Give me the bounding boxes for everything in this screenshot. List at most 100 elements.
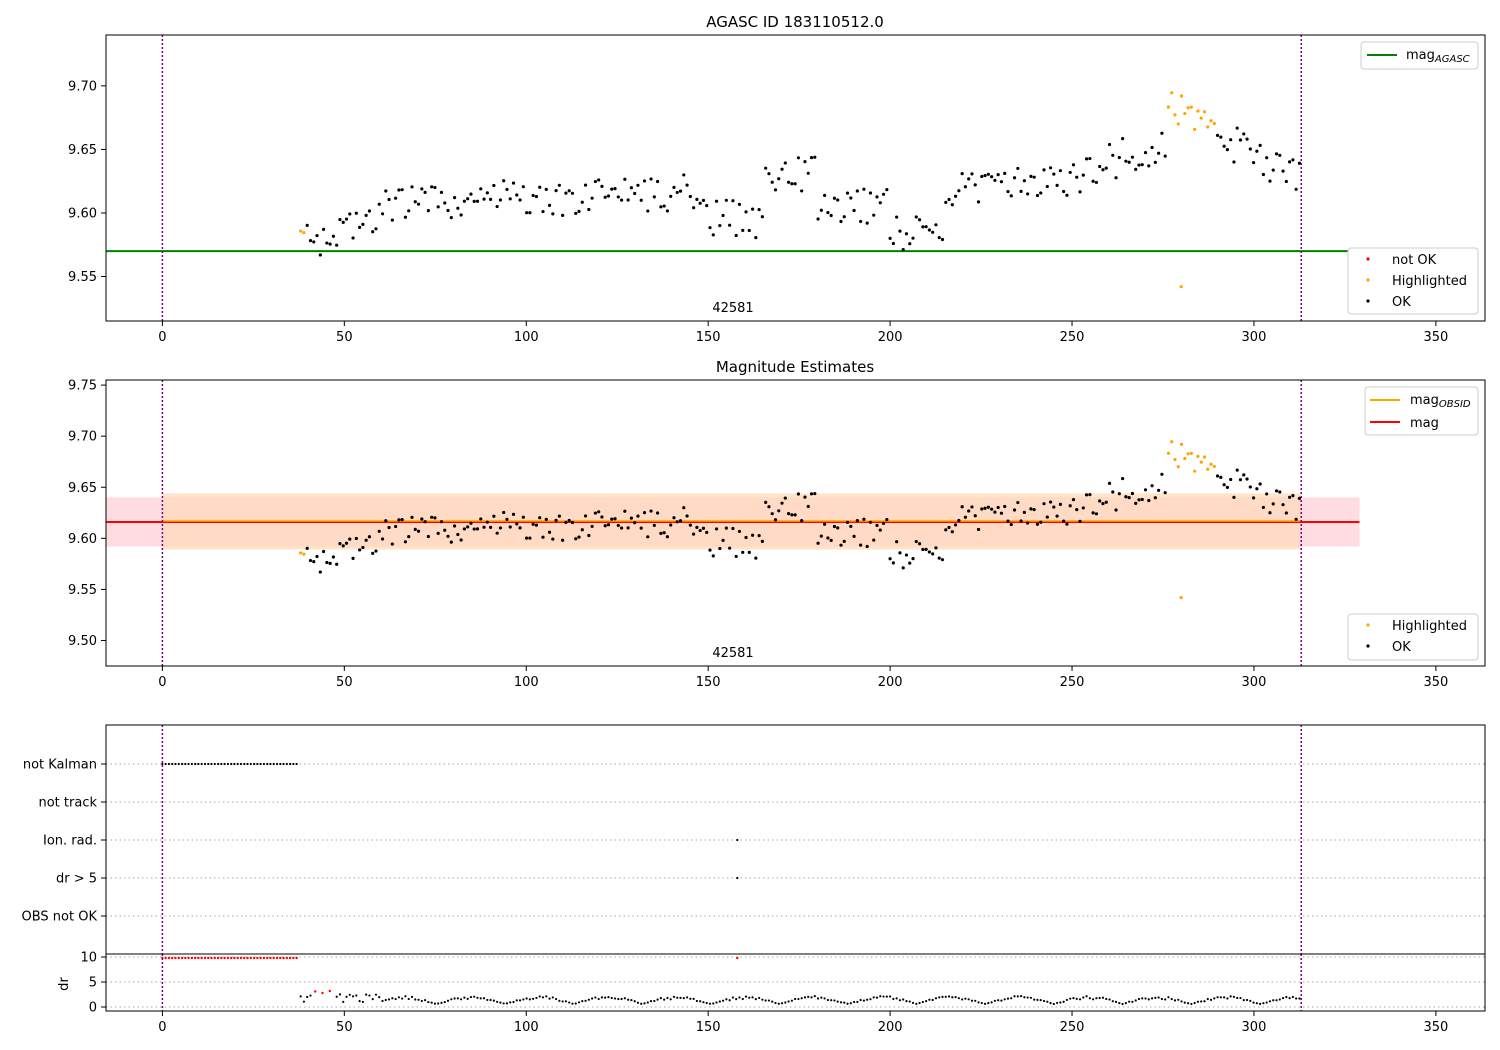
flag-point bbox=[190, 762, 193, 766]
dr-point bbox=[813, 995, 816, 998]
data-point bbox=[665, 209, 670, 213]
data-point bbox=[325, 241, 329, 245]
dr-point bbox=[378, 996, 381, 999]
data-point bbox=[1009, 522, 1013, 527]
data-point bbox=[1039, 520, 1043, 524]
data-point bbox=[1016, 166, 1020, 171]
dr-point bbox=[1033, 998, 1036, 1001]
data-point bbox=[626, 526, 630, 530]
data-point bbox=[652, 523, 656, 528]
data-point bbox=[639, 198, 643, 202]
data-point bbox=[1157, 151, 1161, 155]
data-point bbox=[492, 514, 496, 518]
data-point bbox=[377, 529, 381, 533]
dr-point bbox=[1026, 996, 1029, 999]
data-point bbox=[570, 191, 575, 195]
data-point bbox=[931, 230, 935, 234]
data-point bbox=[1019, 519, 1023, 523]
flag-point bbox=[295, 762, 298, 766]
data-point bbox=[495, 204, 499, 209]
data-point bbox=[505, 187, 509, 192]
data-point bbox=[986, 505, 990, 509]
dr-point bbox=[797, 997, 800, 1001]
data-point bbox=[403, 215, 408, 219]
dr-point bbox=[1275, 999, 1278, 1002]
dr-point bbox=[1124, 1002, 1127, 1005]
data-point bbox=[1052, 505, 1056, 509]
dr-point bbox=[712, 1002, 715, 1005]
dr-point bbox=[1285, 995, 1288, 999]
data-point bbox=[701, 198, 706, 202]
data-point bbox=[741, 550, 745, 554]
data-point bbox=[868, 191, 873, 195]
dr-point bbox=[623, 997, 626, 1000]
flag-label: not track bbox=[38, 796, 97, 811]
dr-point bbox=[908, 1000, 911, 1003]
data-point bbox=[459, 213, 463, 217]
dr-point bbox=[1167, 996, 1170, 999]
legend-label-highlighted: Highlighted bbox=[1392, 274, 1467, 289]
data-point bbox=[1291, 158, 1295, 162]
dr-point bbox=[1065, 998, 1069, 1002]
data-point bbox=[462, 199, 466, 203]
dr-point bbox=[977, 1001, 980, 1004]
dr-point bbox=[368, 994, 371, 997]
dr-point bbox=[437, 1002, 440, 1005]
dr-point bbox=[1137, 997, 1141, 1001]
data-point bbox=[384, 189, 388, 193]
data-point bbox=[800, 189, 804, 193]
data-point bbox=[1186, 106, 1190, 110]
data-point bbox=[1104, 166, 1108, 170]
flag-point bbox=[216, 762, 220, 766]
data-point bbox=[1274, 489, 1279, 493]
flag-point bbox=[259, 762, 262, 766]
data-point bbox=[394, 196, 398, 200]
data-point bbox=[963, 515, 968, 519]
data-point bbox=[1098, 499, 1102, 503]
data-point bbox=[619, 198, 624, 202]
flag-point bbox=[187, 762, 190, 766]
data-point bbox=[335, 562, 339, 566]
data-point bbox=[921, 225, 925, 229]
data-point bbox=[384, 519, 388, 523]
data-point bbox=[299, 551, 303, 555]
data-point bbox=[610, 187, 614, 191]
data-point bbox=[1084, 493, 1089, 497]
data-point bbox=[993, 178, 997, 182]
data-point bbox=[718, 546, 722, 551]
dr-point bbox=[1196, 1000, 1200, 1003]
dr-point-not-ok bbox=[269, 956, 272, 960]
data-point bbox=[1104, 500, 1108, 504]
dr-point-not-ok bbox=[282, 956, 285, 960]
data-point bbox=[895, 215, 899, 219]
x-tick-label: 0 bbox=[158, 1020, 166, 1035]
data-point bbox=[996, 505, 1000, 510]
data-point bbox=[1143, 150, 1148, 155]
dr-point bbox=[1236, 996, 1239, 1000]
data-point bbox=[1179, 595, 1183, 600]
data-point bbox=[439, 520, 444, 524]
dr-point bbox=[862, 999, 866, 1002]
data-point bbox=[921, 547, 925, 552]
data-point bbox=[1055, 183, 1059, 187]
data-point bbox=[934, 223, 938, 227]
data-point bbox=[1183, 111, 1187, 116]
data-point bbox=[800, 519, 804, 523]
data-point bbox=[1258, 143, 1262, 147]
flag-point bbox=[213, 762, 216, 766]
dr-point bbox=[1111, 1000, 1114, 1003]
data-point bbox=[1078, 519, 1082, 523]
data-point bbox=[1029, 174, 1033, 178]
dr-point bbox=[735, 997, 738, 1001]
data-point bbox=[390, 542, 394, 546]
data-point bbox=[1232, 160, 1236, 164]
flag-point bbox=[233, 762, 236, 766]
data-point bbox=[1206, 467, 1210, 471]
dr-point bbox=[342, 1000, 345, 1003]
data-point bbox=[1035, 193, 1040, 198]
data-point bbox=[642, 510, 647, 515]
data-point bbox=[953, 523, 958, 527]
data-point bbox=[1209, 462, 1213, 466]
data-point bbox=[1006, 519, 1010, 523]
data-point bbox=[718, 223, 722, 228]
